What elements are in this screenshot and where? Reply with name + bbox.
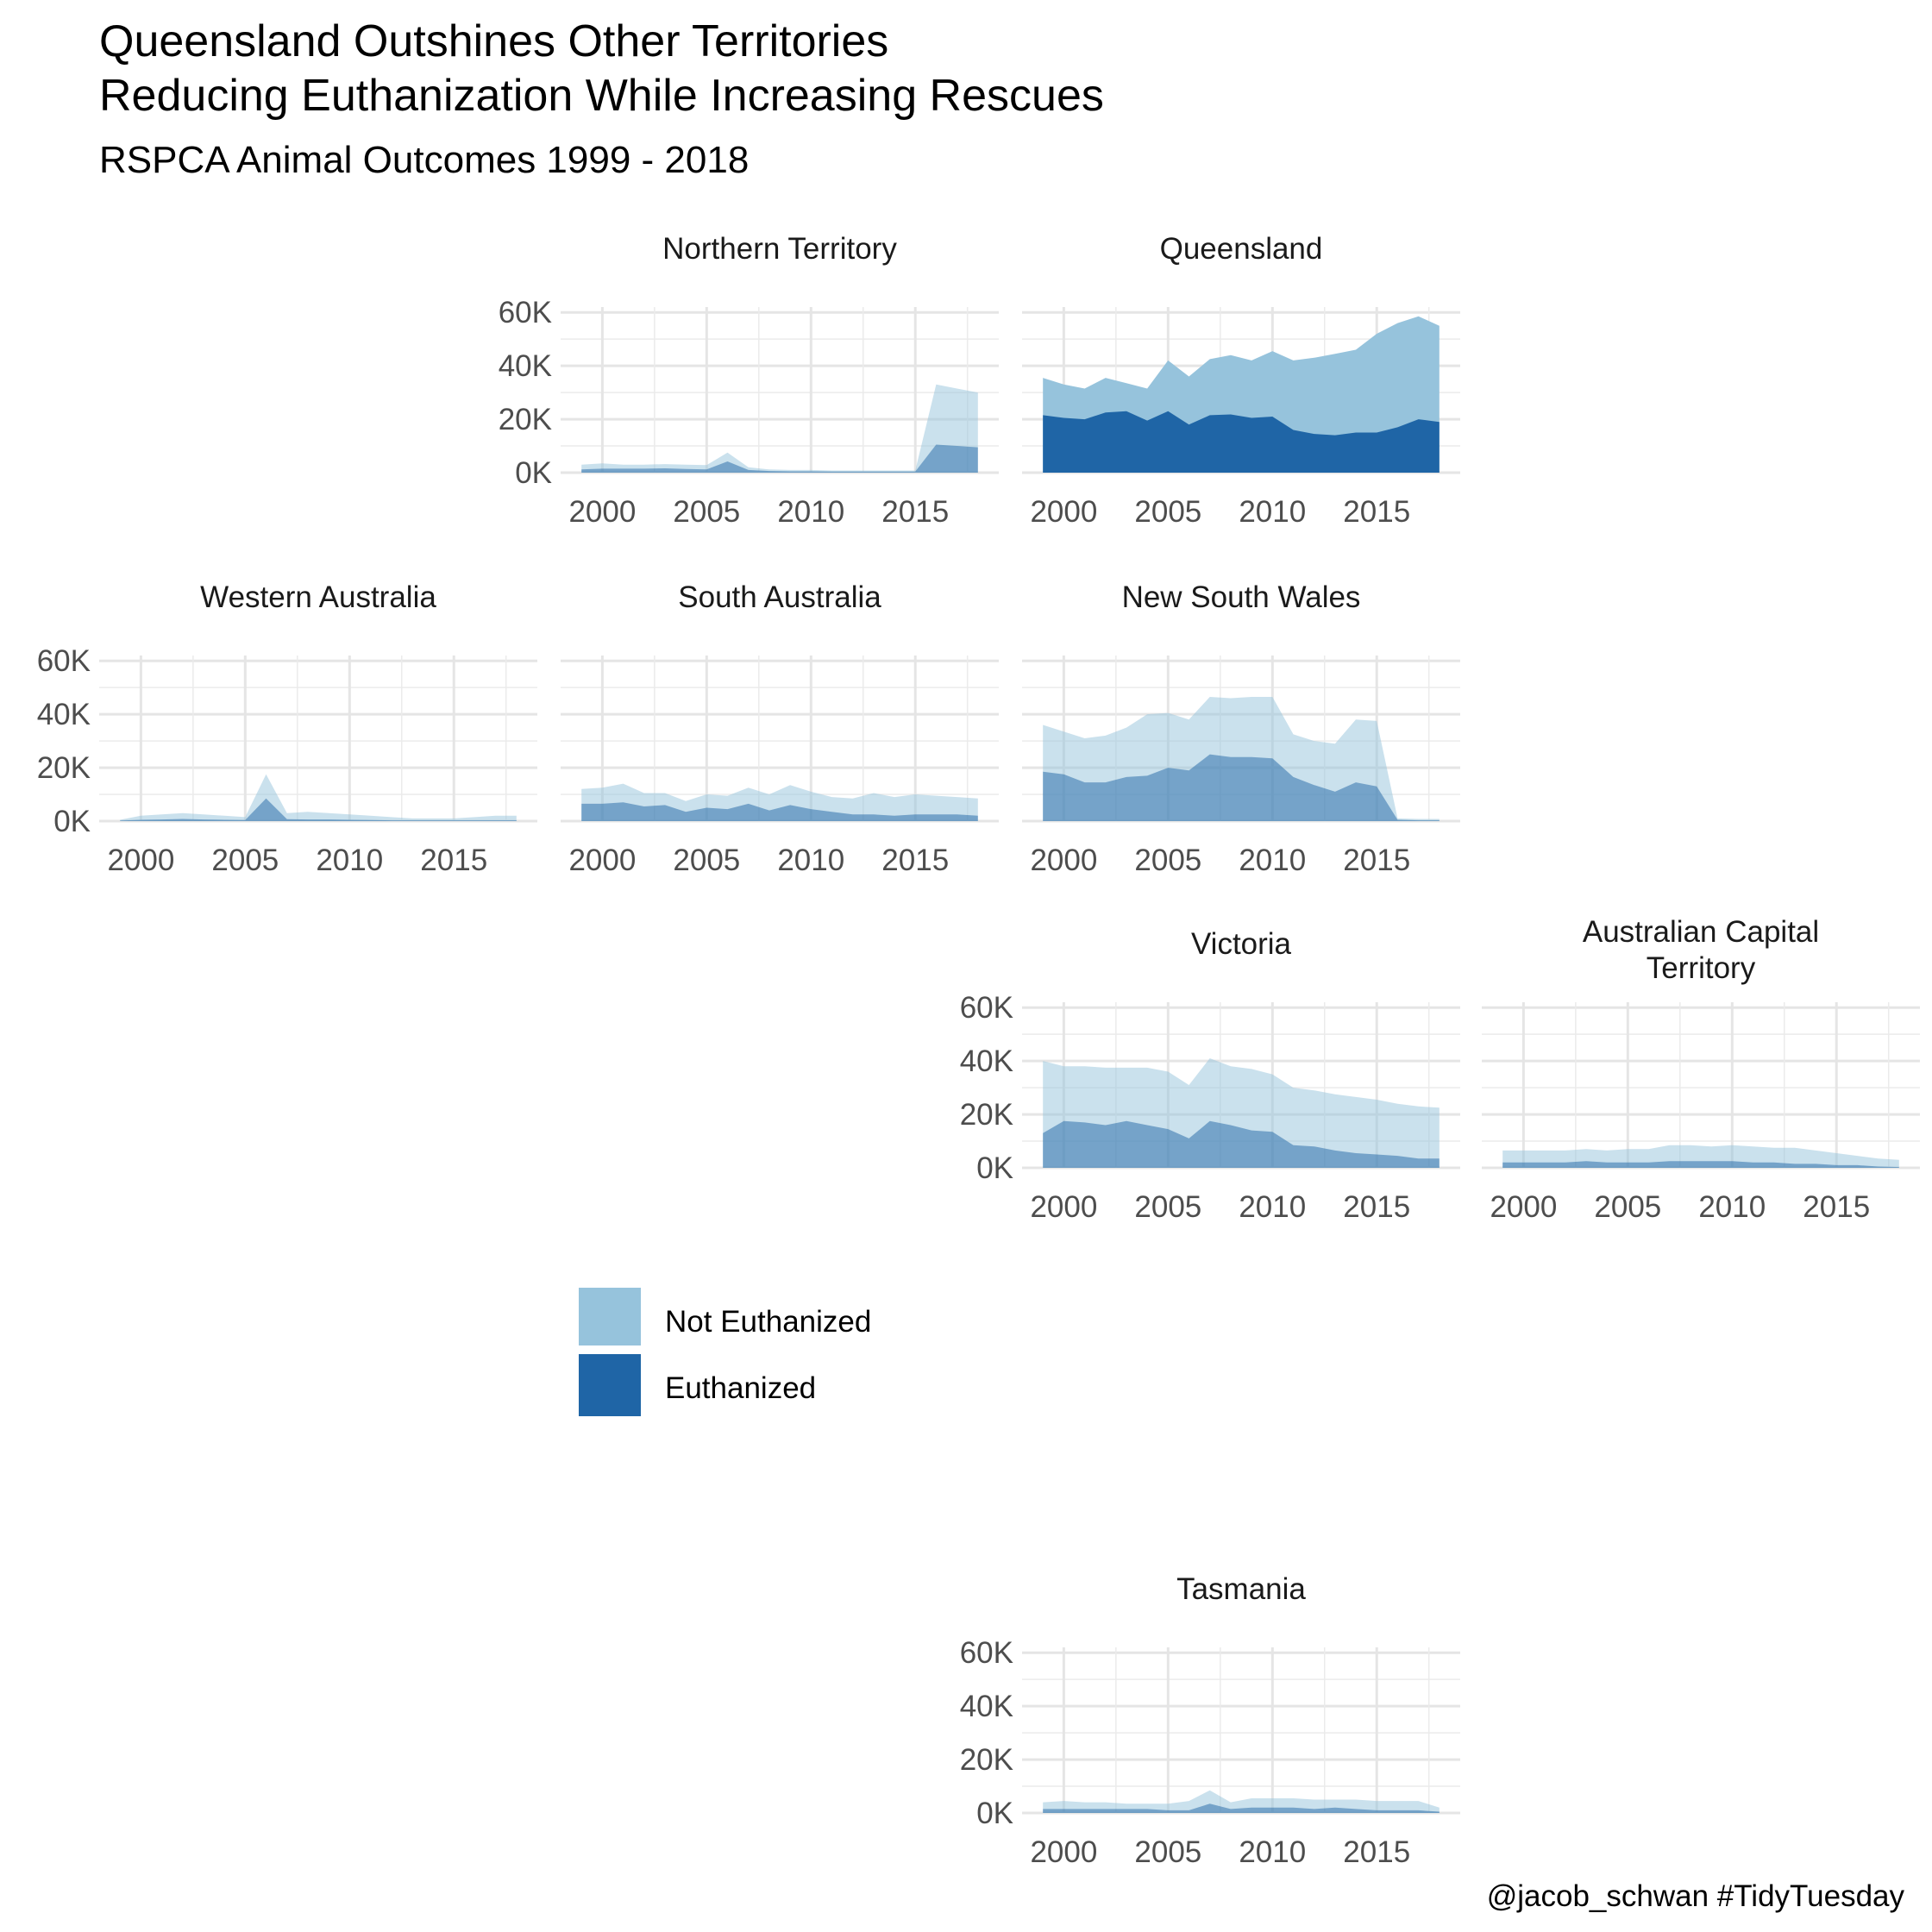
x-tick-label: 2015: [1343, 1835, 1410, 1869]
x-tick-label: 2010: [1239, 844, 1306, 877]
y-tick-label: 20K: [960, 1743, 1013, 1777]
chart-title-line2: Reducing Euthanization While Increasing …: [99, 71, 1104, 121]
area-not-euthanized: [120, 774, 517, 821]
y-tick-label: 20K: [499, 403, 552, 436]
x-tick-label: 2000: [568, 844, 636, 877]
y-tick-label: 60K: [499, 296, 552, 329]
panel-grid: [561, 307, 999, 474]
y-tick-label: 40K: [960, 1690, 1013, 1723]
x-tick-label: 2010: [316, 844, 383, 877]
facet-title: Australian Capital: [1583, 915, 1819, 949]
facet-title: Northern Territory: [662, 232, 897, 266]
y-tick-label: 40K: [499, 349, 552, 383]
panel-northern-territory: Northern Territory 2000 2005 2010 2015 0K 20K 4…: [499, 232, 999, 529]
x-tick-label: 2010: [1239, 495, 1306, 529]
y-tick-label: 60K: [37, 644, 91, 678]
x-tick-label: 2015: [1343, 495, 1410, 529]
facet-title: Western Australia: [200, 580, 436, 614]
legend-key-not-euthanized: [579, 1288, 641, 1346]
panel-victoria: Victoria 2000 2005 2010 2015 0K 20K 40K 60K: [960, 927, 1460, 1224]
facet-title: New South Wales: [1122, 580, 1361, 614]
panel-grid: [99, 656, 537, 823]
x-tick-label: 2015: [420, 844, 487, 877]
x-tick-label: 2015: [881, 495, 949, 529]
x-tick-label: 2010: [777, 495, 844, 529]
facet-title: Territory: [1647, 951, 1756, 985]
facet-title: South Australia: [678, 580, 881, 614]
x-tick-label: 2015: [1343, 1190, 1410, 1224]
facet-title: Tasmania: [1176, 1572, 1306, 1606]
x-tick-label: 2005: [1134, 1835, 1201, 1869]
chart-title-line1: Queensland Outshines Other Territories: [99, 16, 888, 66]
area-euthanized: [581, 802, 978, 821]
area-not-euthanized: [1502, 1145, 1899, 1168]
x-tick-label: 2000: [568, 495, 636, 529]
x-tick-label: 2000: [1030, 1835, 1097, 1869]
panel-grid: [1022, 1647, 1460, 1815]
facet-panels: Northern Territory 2000 2005 2010 2015 0K 20K 4…: [37, 232, 1920, 1869]
x-tick-label: 2005: [1594, 1190, 1661, 1224]
x-tick-label: 2010: [1239, 1190, 1306, 1224]
legend-label-euthanized: Euthanized: [665, 1371, 816, 1405]
x-tick-label: 2005: [1134, 1190, 1201, 1224]
x-tick-label: 2010: [777, 844, 844, 877]
y-tick-label: 40K: [37, 698, 91, 731]
x-tick-label: 2000: [1030, 1190, 1097, 1224]
panel-queensland: Queensland 2000 2005 2010 2015: [1022, 232, 1460, 529]
x-tick-label: 2005: [1134, 844, 1201, 877]
legend-label-not-euthanized: Not Euthanized: [665, 1305, 871, 1339]
area-euthanized: [581, 444, 978, 473]
x-tick-label: 2015: [1803, 1190, 1870, 1224]
y-tick-label: 20K: [37, 751, 91, 785]
y-tick-label: 0K: [976, 1151, 1013, 1185]
x-tick-label: 2015: [1343, 844, 1410, 877]
x-tick-label: 2015: [881, 844, 949, 877]
legend: Not Euthanized Euthanized: [579, 1288, 871, 1416]
panel-new-south-wales: New South Wales 2000 2005 2010 2015: [1022, 580, 1460, 877]
area-euthanized: [1043, 411, 1440, 473]
chart-subtitle: RSPCA Animal Outcomes 1999 - 2018: [99, 139, 749, 181]
x-tick-label: 2000: [1490, 1190, 1557, 1224]
panel-grid: [1482, 1002, 1920, 1170]
x-tick-label: 2000: [1030, 495, 1097, 529]
panel-south-australia: South Australia 2000 2005 2010 2015: [561, 580, 999, 877]
area-euthanized: [1502, 1161, 1899, 1168]
y-tick-label: 0K: [53, 805, 91, 838]
x-tick-label: 2010: [1239, 1835, 1306, 1869]
chart-caption: @jacob_schwan #TidyTuesday: [1487, 1879, 1905, 1913]
y-tick-label: 40K: [960, 1044, 1013, 1078]
x-tick-label: 2005: [673, 844, 740, 877]
x-tick-label: 2000: [1030, 844, 1097, 877]
x-tick-label: 2010: [1698, 1190, 1766, 1224]
area-euthanized: [1043, 1803, 1440, 1813]
y-tick-label: 0K: [515, 456, 552, 490]
y-tick-label: 60K: [960, 1636, 1013, 1670]
x-tick-label: 2005: [211, 844, 279, 877]
facet-title: Victoria: [1191, 927, 1292, 961]
y-tick-label: 0K: [976, 1797, 1013, 1830]
x-tick-label: 2000: [107, 844, 174, 877]
x-tick-label: 2005: [673, 495, 740, 529]
x-tick-label: 2005: [1134, 495, 1201, 529]
facet-title: Queensland: [1160, 232, 1323, 266]
y-tick-label: 20K: [960, 1098, 1013, 1132]
area-euthanized: [1043, 754, 1440, 821]
panel-western-australia: Western Australia 2000 2005 2010 2015 0K 20K 40…: [37, 580, 537, 877]
area-not-euthanized: [1043, 1790, 1440, 1813]
area-euthanized: [1043, 1120, 1440, 1168]
area-not-euthanized: [581, 384, 978, 473]
y-tick-label: 60K: [960, 991, 1013, 1025]
panel-tasmania: Tasmania 2000 2005 2010 2015 0K 20K 40K 60K: [960, 1572, 1460, 1869]
legend-key-euthanized: [579, 1354, 641, 1416]
